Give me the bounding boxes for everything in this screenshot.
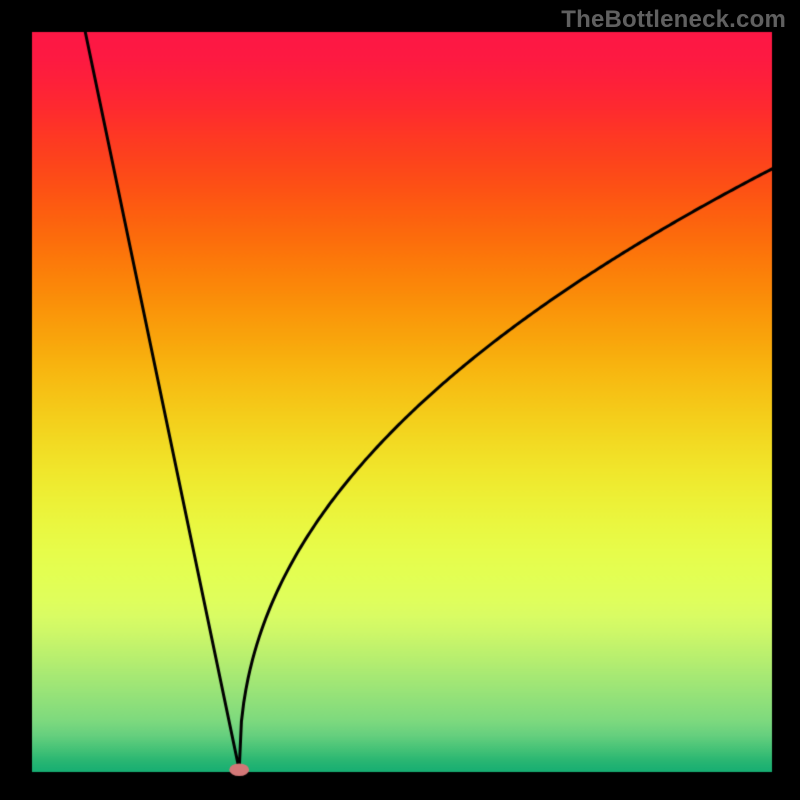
chart-container: TheBottleneck.com <box>0 0 800 800</box>
bottleneck-chart-canvas <box>0 0 800 800</box>
